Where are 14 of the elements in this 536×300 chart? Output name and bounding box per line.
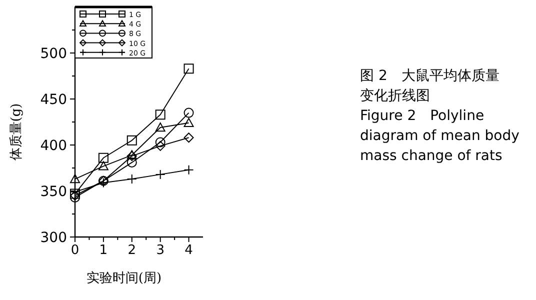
y-axis-title: 体质量(g) bbox=[9, 103, 24, 161]
x-tick-label: 4 bbox=[184, 243, 193, 258]
caption: 图 2 大鼠平均体质量变化折线图 bbox=[360, 68, 500, 104]
y-tick-label: 450 bbox=[40, 92, 67, 108]
y-tick-label: 400 bbox=[40, 138, 67, 154]
x-axis-title: 实验时间(周) bbox=[86, 271, 162, 286]
x-tick-label: 2 bbox=[128, 243, 136, 258]
caption: Figure 2 Polyline diagram of mean body mass change of rats bbox=[360, 108, 520, 164]
y-tick-label: 350 bbox=[40, 184, 67, 200]
y-tick-label: 500 bbox=[40, 46, 67, 62]
x-tick-label: 0 bbox=[70, 243, 80, 258]
x-tick-label: 1 bbox=[99, 243, 108, 258]
y-tick-label: 300 bbox=[40, 230, 67, 246]
x-tick-label: 3 bbox=[156, 243, 164, 258]
